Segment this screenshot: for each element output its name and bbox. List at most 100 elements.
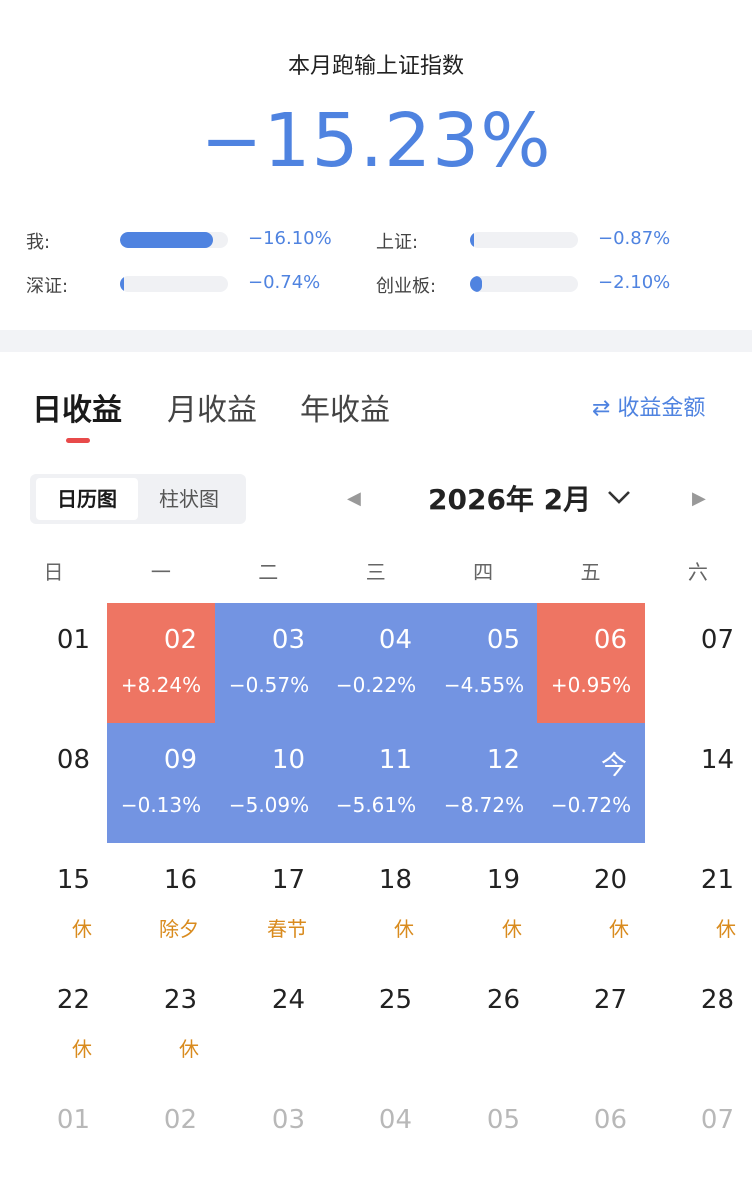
comparison-label: 深证: (26, 276, 69, 297)
calendar-day-cell[interactable]: 09 −0.13% (107, 723, 215, 843)
calendar-day-cell[interactable]: 04 (322, 1083, 430, 1203)
comparison-shenzhen: 深证: −0.74% (26, 268, 346, 298)
chevron-down-icon[interactable] (606, 488, 632, 506)
holiday-note: 除夕 (159, 917, 199, 941)
day-number: 09 (163, 745, 197, 775)
day-number: 22 (56, 985, 90, 1015)
calendar-day-cell[interactable]: 18 休 (322, 843, 430, 963)
comparison-shanghai: 上证: −0.87% (376, 224, 696, 254)
day-number: 26 (486, 985, 520, 1015)
calendar-day-cell[interactable]: 25 (322, 963, 430, 1083)
holiday-note: 休 (72, 917, 92, 941)
day-number: 07 (700, 1105, 734, 1135)
calendar-day-cell[interactable]: 27 (537, 963, 645, 1083)
calendar-day-cell[interactable]: 02 +8.24% (107, 603, 215, 723)
calendar-day-cell[interactable]: 22 休 (0, 963, 108, 1083)
calendar-day-cell[interactable]: 06 (537, 1083, 645, 1203)
tab-yearly-return[interactable]: 年收益 (300, 393, 390, 428)
calendar-day-cell[interactable]: 07 (644, 1083, 752, 1203)
day-number: 24 (271, 985, 305, 1015)
calendar-day-cell[interactable]: 24 (215, 963, 323, 1083)
day-number: 05 (486, 625, 520, 655)
holiday-note: 休 (179, 1037, 199, 1061)
day-number: 08 (56, 745, 90, 775)
day-number: 02 (163, 1105, 197, 1135)
calendar-day-cell[interactable]: 10 −5.09% (215, 723, 323, 843)
day-number: 03 (271, 1105, 305, 1135)
active-tab-indicator (66, 438, 90, 443)
weekday-label: 六 (687, 560, 708, 584)
view-calendar-button[interactable]: 日历图 (36, 478, 138, 520)
calendar-day-cell[interactable]: 今 −0.72% (537, 723, 645, 843)
day-number: 06 (593, 1105, 627, 1135)
calendar-day-cell[interactable]: 14 (644, 723, 752, 843)
comparison-bar (120, 232, 228, 248)
comparison-bar-fill (120, 276, 124, 292)
day-number: 23 (163, 985, 197, 1015)
day-number: 10 (271, 745, 305, 775)
calendar-day-cell[interactable]: 03 (215, 1083, 323, 1203)
weekday-label: 四 (473, 560, 494, 584)
calendar-day-cell[interactable]: 16 除夕 (107, 843, 215, 963)
comparison-value: −0.87% (598, 228, 671, 249)
daily-return: +8.24% (120, 673, 202, 697)
comparison-bar-fill (120, 232, 213, 248)
calendar-day-cell[interactable]: 06 +0.95% (537, 603, 645, 723)
calendar-day-cell[interactable]: 28 (644, 963, 752, 1083)
calendar-day-cell[interactable]: 21 休 (644, 843, 752, 963)
comparison-bar (470, 232, 578, 248)
calendar-day-cell[interactable]: 20 休 (537, 843, 645, 963)
calendar-day-cell[interactable]: 11 −5.61% (322, 723, 430, 843)
comparison-me: 我: −16.10% (26, 224, 346, 254)
calendar-day-cell[interactable]: 05 (430, 1083, 538, 1203)
calendar-day-cell[interactable]: 12 −8.72% (430, 723, 538, 843)
calendar-day-cell[interactable]: 15 休 (0, 843, 108, 963)
day-number: 05 (486, 1105, 520, 1135)
switch-to-amount-link[interactable]: ⇄ 收益金额 (592, 396, 706, 421)
daily-return: −0.13% (120, 793, 202, 817)
day-number: 16 (163, 865, 197, 895)
comparison-bar-fill (470, 232, 474, 248)
calendar-day-cell[interactable]: 26 (430, 963, 538, 1083)
daily-return: −8.72% (443, 793, 525, 817)
day-number: 01 (56, 625, 90, 655)
calendar-day-cell[interactable]: 08 (0, 723, 108, 843)
comparison-bar-fill (470, 276, 482, 292)
tab-daily-return[interactable]: 日收益 (32, 393, 122, 428)
calendar-day-cell[interactable]: 19 休 (430, 843, 538, 963)
daily-return: −5.61% (335, 793, 417, 817)
comparison-value: −0.74% (248, 272, 321, 293)
day-number: 27 (593, 985, 627, 1015)
holiday-note: 休 (502, 917, 522, 941)
summary-panel: 本月跑输上证指数 −15.23% 我: −16.10% 上证: −0.87% 深… (0, 0, 752, 330)
day-number: 04 (378, 1105, 412, 1135)
weekday-label: 日 (43, 560, 64, 584)
prev-month-icon[interactable]: ◀ (347, 488, 361, 509)
calendar-day-cell[interactable]: 04 −0.22% (322, 603, 430, 723)
daily-return: −0.72% (550, 793, 632, 817)
calendar-day-cell[interactable]: 05 −4.55% (430, 603, 538, 723)
calendar-day-cell[interactable]: 01 (0, 603, 108, 723)
calendar-day-cell[interactable]: 01 (0, 1083, 108, 1203)
section-divider (0, 330, 752, 352)
view-bar-chart-button[interactable]: 柱状图 (159, 487, 219, 511)
calendar-day-cell[interactable]: 02 (107, 1083, 215, 1203)
calendar-day-cell[interactable]: 17 春节 (215, 843, 323, 963)
day-number: 15 (56, 865, 90, 895)
view-toggle: 日历图 柱状图 (30, 474, 246, 524)
daily-return: −0.57% (228, 673, 310, 697)
weekday-label: 五 (580, 560, 601, 584)
calendar-day-cell[interactable]: 23 休 (107, 963, 215, 1083)
calendar-day-cell[interactable]: 07 (644, 603, 752, 723)
weekday-label: 一 (150, 560, 171, 584)
next-month-icon[interactable]: ▶ (692, 488, 706, 509)
day-number: 19 (486, 865, 520, 895)
weekday-label: 二 (258, 560, 279, 584)
calendar-day-cell[interactable]: 03 −0.57% (215, 603, 323, 723)
daily-return: −5.09% (228, 793, 310, 817)
day-number: 今 (600, 751, 627, 781)
day-number: 11 (378, 745, 412, 775)
day-number: 06 (593, 625, 627, 655)
month-selector[interactable]: 2026年 2月 (428, 483, 592, 516)
tab-monthly-return[interactable]: 月收益 (167, 393, 257, 428)
